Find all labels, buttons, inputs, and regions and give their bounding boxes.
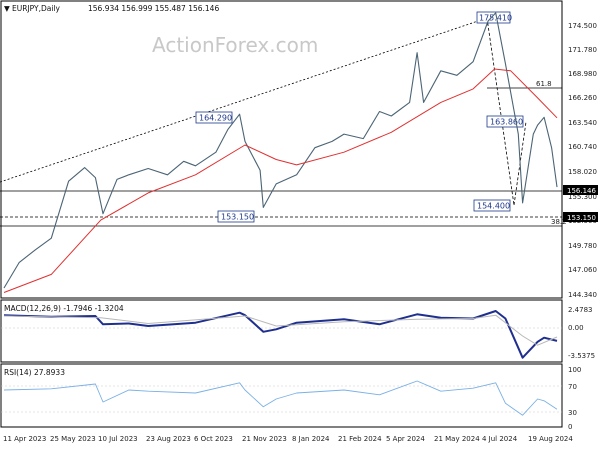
price-line: [3, 12, 558, 289]
x-tick: 10 Jul 2023: [98, 435, 138, 443]
y-tick: 144.340: [568, 291, 597, 299]
rsi-panel-frame: [0, 363, 563, 428]
y-tick: 147.060: [568, 266, 597, 274]
rsi-title: RSI(14) 27.8933: [4, 368, 65, 377]
y-tick: 155.300: [568, 193, 597, 201]
rsi-line: [3, 380, 558, 416]
macd-title: MACD(12,26,9) -1.7946 -1.3204: [4, 304, 124, 313]
macd-series: [3, 310, 558, 359]
annotation-text: 154.400: [477, 202, 510, 211]
y-tick: 168.980: [568, 70, 597, 78]
price-panel-frame: [0, 0, 563, 299]
macd-y-tick: 2.4783: [568, 306, 593, 314]
x-tick: 25 May 2023: [50, 435, 96, 443]
moving-average-series: [3, 68, 558, 293]
annotation-153150: 153.150: [217, 210, 255, 223]
fib-382-label: 38.2: [551, 218, 567, 226]
y-tick: 160.740: [568, 143, 597, 151]
last-price-box: [563, 185, 598, 195]
rsi-y-tick: 0: [568, 423, 572, 431]
symbol-label: EURJPY,Daily: [12, 4, 61, 13]
x-tick: 21 May 2024: [434, 435, 480, 443]
header-arrow-icon: ▼: [4, 4, 10, 13]
last-price-label: 156.146: [567, 187, 596, 195]
x-tick: 8 Jan 2024: [292, 435, 330, 443]
y-tick: 174.500: [568, 22, 597, 30]
x-tick: 11 Apr 2023: [3, 435, 46, 443]
x-tick: 23 Aug 2023: [146, 435, 191, 443]
support-box: [563, 212, 598, 222]
x-tick: 4 Jul 2024: [482, 435, 518, 443]
y-tick: 166.260: [568, 94, 597, 102]
x-tick: 21 Feb 2024: [338, 435, 382, 443]
macd-panel-frame: [0, 299, 563, 363]
rsi-y-tick: 30: [568, 409, 577, 417]
price-series: [3, 12, 558, 289]
annotation-text: 163.860: [490, 118, 523, 127]
x-tick: 19 Aug 2024: [528, 435, 573, 443]
quote-label: 156.934 156.999 155.487 156.146: [88, 4, 219, 13]
annotation-154400: 154.400: [473, 199, 511, 212]
y-tick: 163.540: [568, 119, 597, 127]
annotation-164290: 164.290: [195, 111, 233, 124]
y-tick: 158.020: [568, 168, 597, 176]
annotation-text: 153.150: [221, 213, 254, 222]
x-axis-labels: 11 Apr 2023 25 May 2023 10 Jul 2023 23 A…: [3, 435, 573, 443]
macd-y-tick: 0.00: [568, 324, 584, 332]
annotation-163860: 163.860: [486, 115, 524, 128]
annotation-text: 175.410: [479, 14, 512, 23]
rsi-y-tick: 70: [568, 383, 577, 391]
watermark: ActionForex.com: [152, 33, 318, 57]
fib-618-label: 61.8: [536, 80, 552, 88]
rsi-series: [3, 380, 558, 416]
y-tick: 149.780: [568, 242, 597, 250]
x-tick: 21 Nov 2023: [242, 435, 287, 443]
moving-average-line: [3, 68, 558, 293]
y-tick: 171.780: [568, 46, 597, 54]
signal-line: [3, 314, 558, 346]
support-label: 153.150: [567, 214, 596, 222]
spike-guide: [486, 17, 515, 206]
signal-series: [3, 314, 558, 346]
trendline: [0, 17, 488, 183]
rsi-y-tick: 100: [568, 366, 581, 374]
x-tick: 5 Apr 2024: [386, 435, 425, 443]
macd-y-tick: -3.5375: [568, 352, 595, 360]
annotation-175410: 175.410: [476, 11, 512, 24]
x-tick: 6 Oct 2023: [194, 435, 233, 443]
macd-line: [3, 310, 558, 359]
annotation-text: 164.290: [199, 114, 232, 123]
